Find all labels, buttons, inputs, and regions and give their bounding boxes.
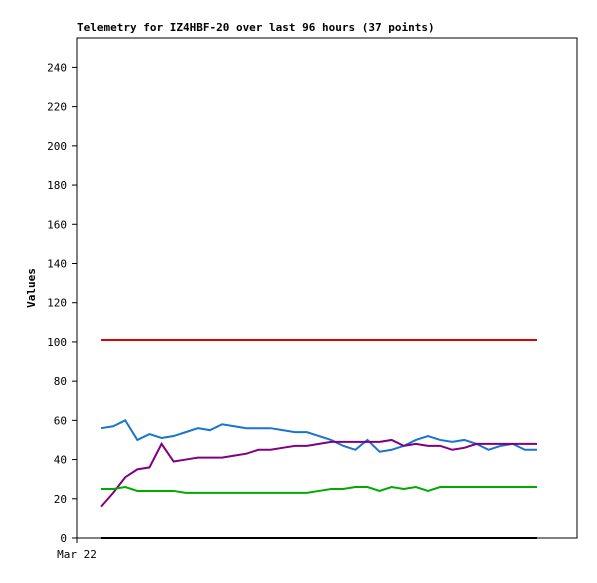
y-tick-label: 160: [47, 218, 67, 231]
y-tick-label: 100: [47, 336, 67, 349]
y-tick-label: 40: [54, 454, 67, 467]
series-line: [100, 419, 537, 453]
y-tick-label: 60: [54, 414, 67, 427]
y-tick-label: 200: [47, 140, 67, 153]
y-tick-label: 120: [47, 297, 67, 310]
y-tick-label: 220: [47, 101, 67, 114]
series-line: [101, 485, 537, 494]
y-tick-label: 240: [47, 61, 67, 74]
series-line: [100, 438, 537, 508]
y-tick-label: 80: [54, 375, 67, 388]
y-tick-label: 0: [60, 532, 67, 545]
x-start-label: Mar 22: [57, 548, 97, 561]
y-axis-label: Values: [25, 268, 38, 308]
y-tick-label: 20: [54, 493, 67, 506]
y-tick-label: 180: [47, 179, 67, 192]
chart-title: Telemetry for IZ4HBF-20 over last 96 hou…: [77, 21, 435, 34]
y-tick-label: 140: [47, 257, 67, 270]
